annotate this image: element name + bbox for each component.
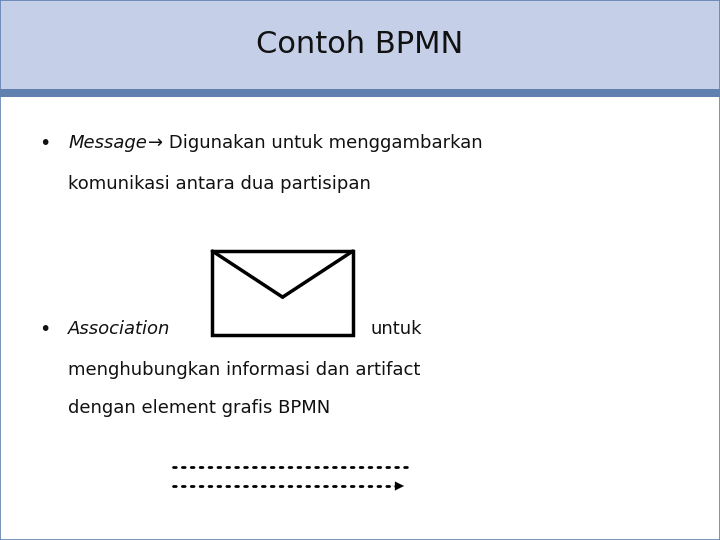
Text: •: • [40,320,51,339]
Text: dengan element grafis BPMN: dengan element grafis BPMN [68,399,330,417]
Text: komunikasi antara dua partisipan: komunikasi antara dua partisipan [68,174,372,193]
Text: •: • [40,133,51,153]
Text: untuk: untuk [371,320,423,339]
Text: Message: Message [68,134,148,152]
Bar [0,89,720,97]
Bar [0,0,720,89]
Bar [212,251,353,335]
Text: Contoh BPMN: Contoh BPMN [256,30,464,59]
Text: → Digunakan untuk menggambarkan: → Digunakan untuk menggambarkan [148,134,482,152]
Text: menghubungkan informasi dan artifact: menghubungkan informasi dan artifact [68,361,420,379]
Text: Association: Association [68,320,171,339]
